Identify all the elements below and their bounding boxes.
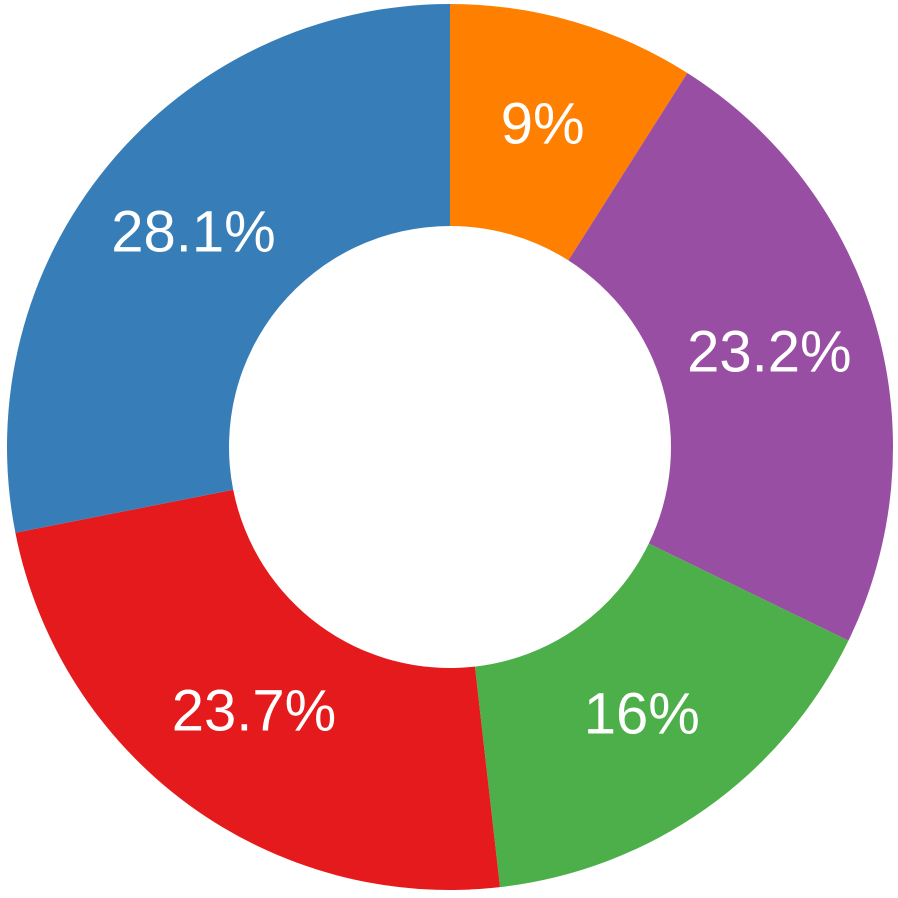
slice	[15, 489, 500, 890]
slice-label: 23.7%	[172, 678, 336, 743]
slice-label: 9%	[501, 92, 585, 157]
slice-label: 16%	[584, 681, 700, 746]
slice	[474, 543, 849, 888]
slice	[6, 4, 451, 533]
slice-label: 23.2%	[687, 320, 851, 385]
slice	[568, 72, 893, 641]
slice	[450, 4, 688, 261]
slice-label: 28.1%	[111, 200, 275, 265]
